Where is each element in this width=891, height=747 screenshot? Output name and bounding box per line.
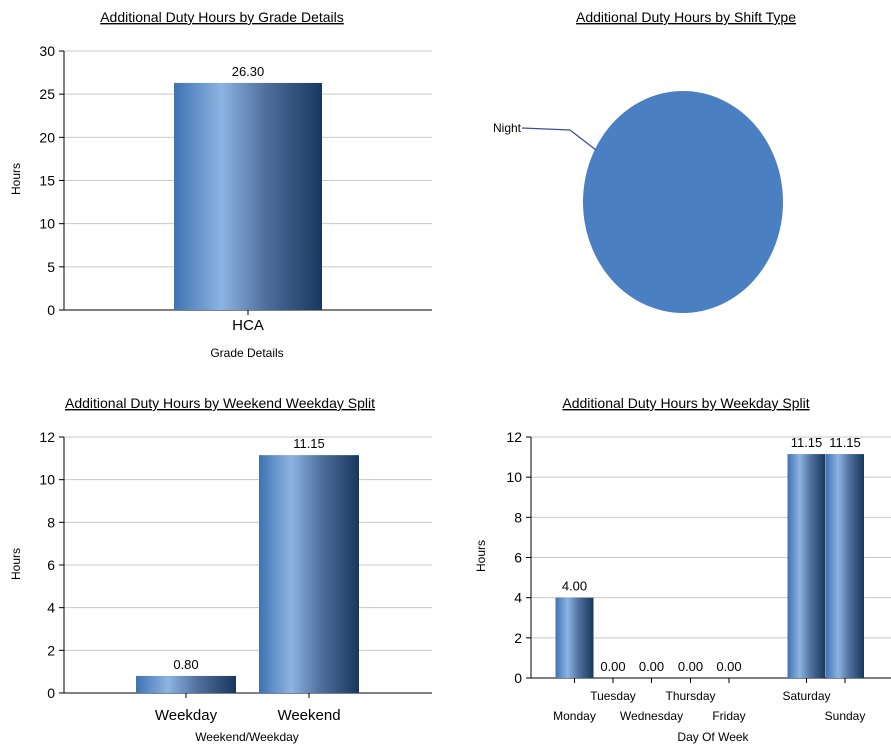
data-label: 0.80 bbox=[173, 657, 198, 672]
y-tick-label: 0 bbox=[47, 302, 55, 318]
bar-hca bbox=[174, 82, 322, 311]
y-tick-label: 12 bbox=[506, 429, 522, 445]
pie-leader-line bbox=[521, 127, 597, 151]
bar-monday bbox=[555, 597, 594, 678]
y-tick-label: 2 bbox=[47, 642, 55, 658]
y-tick-label: 20 bbox=[39, 129, 55, 145]
x-tick-label: Weekday bbox=[155, 707, 218, 724]
data-label: 0.00 bbox=[678, 659, 703, 674]
pie-label: Night bbox=[493, 121, 522, 135]
y-tick-label: 8 bbox=[47, 514, 55, 530]
data-label: 11.15 bbox=[791, 435, 823, 450]
x-tick-label: Wednesday bbox=[620, 709, 683, 723]
pie-slice-night bbox=[583, 91, 783, 313]
data-label: 11.15 bbox=[293, 436, 325, 451]
y-tick-label: 10 bbox=[506, 469, 522, 485]
data-label: 0.00 bbox=[639, 659, 664, 674]
y-tick-label: 4 bbox=[514, 590, 522, 606]
x-tick-label: HCA bbox=[232, 317, 264, 334]
chart-title: Additional Duty Hours by Weekend Weekday… bbox=[65, 395, 375, 411]
y-axis-label: Hours bbox=[9, 548, 23, 580]
data-label: 26.30 bbox=[232, 64, 265, 79]
bar-sunday bbox=[826, 454, 864, 678]
bar-weekend bbox=[259, 455, 359, 693]
shift-type-chart: Additional Duty Hours by Shift Type Nigh… bbox=[493, 9, 796, 313]
x-tick-label: Weekend bbox=[277, 707, 340, 724]
data-label: 0.00 bbox=[716, 659, 741, 674]
y-tick-label: 12 bbox=[39, 429, 55, 445]
y-tick-label: 25 bbox=[39, 86, 55, 102]
y-tick-label: 8 bbox=[514, 509, 522, 525]
y-tick-label: 30 bbox=[39, 43, 55, 59]
y-tick-label: 15 bbox=[39, 173, 55, 189]
bar-saturday bbox=[787, 454, 826, 678]
x-tick-label: Monday bbox=[553, 709, 596, 723]
x-tick-label: Sunday bbox=[825, 709, 866, 723]
data-label: 0.00 bbox=[600, 659, 625, 674]
x-tick-label: Tuesday bbox=[590, 689, 636, 703]
data-label: 4.00 bbox=[562, 579, 587, 594]
x-axis-label: Day Of Week bbox=[677, 730, 749, 744]
y-tick-label: 5 bbox=[47, 259, 55, 275]
chart-title: Additional Duty Hours by Grade Details bbox=[100, 9, 344, 25]
data-label: 11.15 bbox=[829, 435, 861, 450]
weekday-split-chart: Additional Duty Hours by Weekday Split H… bbox=[474, 395, 891, 744]
x-tick-label: Thursday bbox=[665, 689, 715, 703]
grade-details-chart: Additional Duty Hours by Grade Details H… bbox=[9, 9, 432, 360]
y-tick-label: 0 bbox=[514, 670, 522, 686]
y-tick-label: 4 bbox=[47, 600, 55, 616]
y-tick-label: 0 bbox=[47, 685, 55, 701]
bar-weekday bbox=[136, 675, 236, 693]
y-tick-label: 2 bbox=[514, 630, 522, 646]
y-axis-label: Hours bbox=[9, 163, 23, 195]
x-tick-label: Friday bbox=[712, 709, 745, 723]
y-tick-label: 10 bbox=[39, 472, 55, 488]
y-tick-label: 10 bbox=[39, 216, 55, 232]
x-tick-label: Saturday bbox=[782, 689, 830, 703]
weekend-weekday-chart: Additional Duty Hours by Weekend Weekday… bbox=[9, 395, 432, 744]
y-tick-label: 6 bbox=[514, 550, 522, 566]
chart-title: Additional Duty Hours by Weekday Split bbox=[562, 395, 809, 411]
x-axis-label: Weekend/Weekday bbox=[195, 730, 299, 744]
y-axis-label: Hours bbox=[474, 540, 488, 572]
x-axis-label: Grade Details bbox=[210, 346, 283, 360]
y-tick-label: 6 bbox=[47, 557, 55, 573]
chart-title: Additional Duty Hours by Shift Type bbox=[576, 9, 796, 25]
